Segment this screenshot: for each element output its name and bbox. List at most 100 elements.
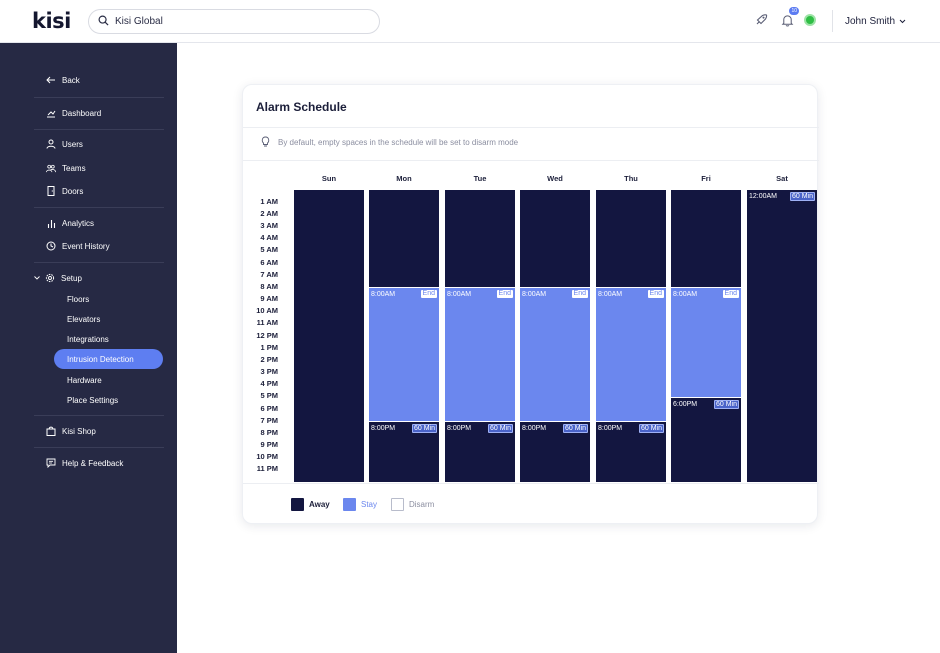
schedule-block-away[interactable]: 12:00AM 60 Min: [747, 190, 817, 482]
hour-label: 4 AM: [260, 233, 278, 243]
day-header-fri: Fri: [701, 174, 711, 183]
schedule-block-away[interactable]: [671, 190, 741, 288]
back-link[interactable]: Back: [46, 73, 80, 87]
sidebar-subitem-elevators[interactable]: Elevators: [67, 314, 101, 324]
day-header-wed: Wed: [547, 174, 563, 183]
sidebar-item-kisi-shop[interactable]: Kisi Shop: [46, 424, 96, 438]
sidebar-item-users[interactable]: Users: [46, 137, 83, 151]
legend-swatch: [291, 498, 304, 511]
block-tag[interactable]: End: [496, 290, 513, 299]
teams-icon: [46, 163, 56, 173]
schedule-block-away[interactable]: 8:00PM 60 Min: [520, 422, 590, 482]
schedule-block-away[interactable]: [520, 190, 590, 288]
schedule-block-stay[interactable]: 8:00AM End: [445, 288, 515, 422]
block-start-time: 8:00AM: [447, 290, 472, 298]
schedule-block-stay[interactable]: 8:00AM End: [520, 288, 590, 422]
block-start-time: 12:00AM: [749, 193, 778, 200]
block-tag[interactable]: 60 Min: [411, 424, 437, 434]
sidebar-subitem-integrations[interactable]: Integrations: [67, 334, 109, 344]
block-label: 8:00AM End: [447, 290, 513, 299]
sidebar-item-event-history[interactable]: Event History: [46, 239, 110, 253]
user-menu[interactable]: John Smith: [845, 16, 906, 27]
block-label: 12:00AM 60 Min: [749, 192, 815, 201]
user-name: John Smith: [845, 16, 896, 27]
block-tag[interactable]: 60 Min: [789, 192, 815, 201]
schedule-block-away[interactable]: [294, 190, 364, 482]
sidebar-item-help-feedback[interactable]: Help & Feedback: [46, 456, 123, 470]
legend-swatch: [391, 498, 404, 511]
schedule-block-away[interactable]: 8:00PM 60 Min: [596, 422, 666, 482]
schedule-block-away[interactable]: [369, 190, 439, 288]
search-icon: [98, 13, 109, 31]
schedule-block-away[interactable]: [445, 190, 515, 288]
schedule-block-stay[interactable]: 8:00AM End: [596, 288, 666, 422]
header-actions: 10: [752, 7, 816, 29]
feedback-icon: [46, 458, 56, 468]
block-start-time: 8:00AM: [371, 290, 396, 298]
block-tag[interactable]: 60 Min: [562, 424, 588, 434]
block-label: 8:00PM 60 Min: [447, 424, 513, 434]
nav-divider: [34, 262, 164, 263]
day-header-sat: Sat: [776, 174, 788, 183]
block-tag[interactable]: End: [647, 290, 664, 299]
block-label: 6:00PM 60 Min: [673, 399, 739, 409]
hour-label: 9 PM: [260, 440, 278, 449]
legend-item-away: Away: [291, 498, 330, 511]
sidebar-item-setup[interactable]: Setup: [34, 271, 82, 285]
hour-label: 3 PM: [260, 367, 278, 376]
sidebar-subitem-intrusion-detection[interactable]: Intrusion Detection: [54, 349, 163, 369]
hour-label: 1 AM: [260, 196, 278, 206]
schedule-block-away[interactable]: 8:00PM 60 Min: [369, 422, 439, 482]
schedule-block-away[interactable]: 8:00PM 60 Min: [445, 422, 515, 482]
kisi-logo[interactable]: kisi: [32, 9, 71, 33]
sidebar-item-analytics[interactable]: Analytics: [46, 216, 94, 230]
block-tag[interactable]: 60 Min: [487, 424, 513, 434]
sidebar-subitem-floors[interactable]: Floors: [67, 294, 90, 304]
day-header-thu: Thu: [624, 174, 638, 183]
sidebar-item-doors[interactable]: Doors: [46, 184, 83, 198]
online-status-indicator: [804, 14, 816, 26]
block-label: 8:00AM End: [522, 290, 588, 299]
legend-label: Stay: [361, 500, 378, 509]
block-tag[interactable]: 60 Min: [638, 424, 664, 434]
schedule-block-away[interactable]: [596, 190, 666, 288]
analytics-icon: [46, 218, 56, 228]
bell-icon[interactable]: 10: [778, 7, 799, 29]
block-start-time: 6:00PM: [673, 400, 698, 408]
schedule-block-away[interactable]: 6:00PM 60 Min: [671, 397, 741, 482]
rocket-icon[interactable]: [752, 11, 770, 29]
lightbulb-icon: [261, 136, 270, 149]
sidebar-item-dashboard[interactable]: Dashboard: [46, 106, 101, 120]
hint-text: By default, empty spaces in the schedule…: [278, 138, 519, 147]
door-icon: [46, 186, 56, 196]
sidebar-subitem-place-settings[interactable]: Place Settings: [67, 395, 119, 405]
dashboard-icon: [46, 108, 56, 118]
sidebar-item-label: Doors: [62, 186, 84, 196]
nav-divider: [34, 207, 164, 208]
sidebar-item-label: Event History: [62, 241, 110, 251]
block-tag[interactable]: End: [722, 290, 739, 299]
schedule-block-stay[interactable]: 8:00AM End: [671, 288, 741, 397]
hour-label: 11 PM: [256, 464, 278, 474]
sidebar-item-label: Analytics: [62, 218, 95, 228]
sidebar-item-label: Setup: [61, 273, 82, 283]
schedule-block-stay[interactable]: 8:00AM End: [369, 288, 439, 422]
nav-divider: [34, 97, 164, 98]
sidebar-item-teams[interactable]: Teams: [46, 161, 86, 175]
search-input[interactable]: [115, 16, 355, 27]
hour-label: 6 AM: [260, 257, 278, 267]
block-tag[interactable]: End: [571, 290, 588, 299]
sidebar-subitem-hardware[interactable]: Hardware: [67, 375, 102, 385]
hour-label: 8 AM: [260, 281, 278, 291]
block-tag[interactable]: 60 Min: [713, 399, 739, 409]
card-title: Alarm Schedule: [256, 100, 347, 114]
day-header-mon: Mon: [396, 174, 412, 183]
hour-label: 6 PM: [260, 403, 278, 413]
back-label: Back: [62, 75, 80, 85]
card-divider: [243, 160, 819, 161]
search-box[interactable]: [88, 9, 380, 34]
history-icon: [46, 241, 56, 251]
block-tag[interactable]: End: [420, 290, 437, 299]
hour-label: 3 AM: [260, 221, 278, 230]
legend-label: Away: [309, 500, 330, 509]
